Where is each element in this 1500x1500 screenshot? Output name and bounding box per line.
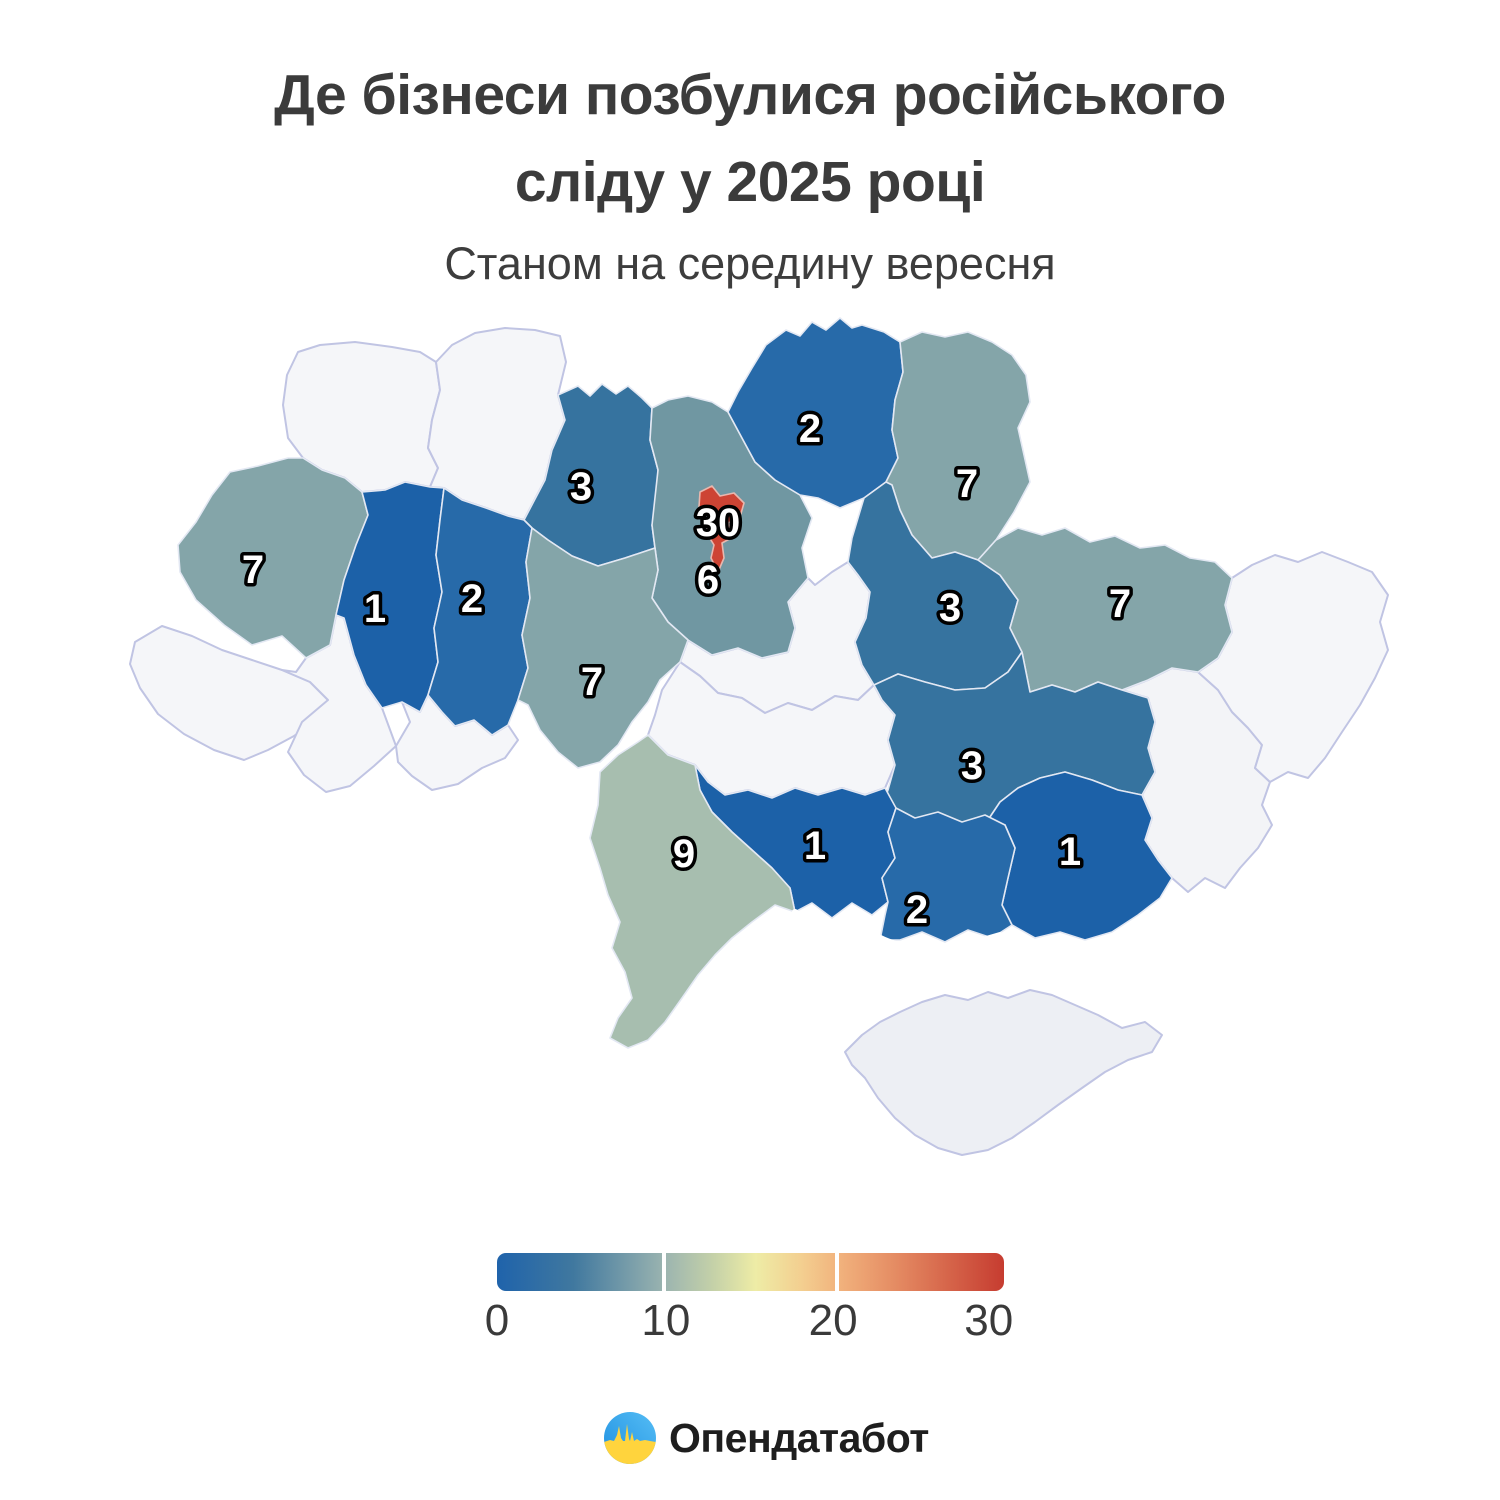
legend-divider-1 bbox=[834, 1253, 839, 1291]
legend-tick-20: 20 bbox=[808, 1296, 858, 1345]
region-value-label-zhytomyr: 3 bbox=[570, 465, 592, 509]
header: Де бізнеси позбулися російського сліду у… bbox=[0, 52, 1500, 294]
region-value-label-vinnytsia: 7 bbox=[581, 660, 603, 704]
region-value-label-kyiv-oblast: 6 bbox=[697, 558, 719, 602]
legend-tick-0: 0 bbox=[484, 1296, 510, 1345]
legend-divider-0 bbox=[662, 1253, 667, 1291]
region-value-label-kharkiv: 7 bbox=[1109, 582, 1131, 626]
region-value-label-khmelnytskyi: 2 bbox=[461, 577, 483, 621]
opendatabot-logo: Опендатабот bbox=[604, 1412, 929, 1464]
region-vinnytsia bbox=[517, 527, 689, 769]
region-luhansk bbox=[1197, 551, 1389, 783]
region-value-label-sumy: 7 bbox=[956, 462, 978, 506]
region-khmelnytskyi bbox=[427, 487, 533, 736]
region-value-label-kherson: 2 bbox=[906, 888, 928, 932]
estuary-line-0 bbox=[792, 909, 879, 943]
region-value-label-dnipropetrovsk: 3 bbox=[961, 744, 983, 788]
map-regions-layer bbox=[129, 317, 1389, 1156]
region-kharkiv bbox=[977, 527, 1233, 693]
region-ternopil bbox=[335, 481, 445, 713]
opendatabot-logo-icon bbox=[604, 1412, 656, 1464]
legend-tick-10: 10 bbox=[641, 1296, 691, 1345]
region-kherson bbox=[879, 807, 1016, 943]
legend-gradient-bar bbox=[497, 1253, 1004, 1291]
region-value-label-poltava: 3 bbox=[939, 586, 961, 630]
opendatabot-wordmark: Опендатабот bbox=[669, 1414, 929, 1461]
legend-tick-labels: 0 10 20 30 bbox=[485, 1296, 1014, 1346]
region-value-label-mykolaiv: 1 bbox=[804, 824, 826, 868]
region-value-label-zaporizhzhia: 1 bbox=[1059, 830, 1081, 874]
page-title-line2: сліду у 2025 році bbox=[514, 150, 986, 214]
region-lviv bbox=[177, 457, 369, 659]
region-value-label-lviv: 7 bbox=[242, 548, 264, 592]
region-value-label-chernihiv: 2 bbox=[799, 407, 821, 451]
region-kyiv-city bbox=[698, 485, 745, 573]
logo-yellow-pulse bbox=[604, 1424, 656, 1464]
legend-colorbar bbox=[497, 1253, 1004, 1291]
region-value-label-kyiv-city: 30 bbox=[696, 501, 741, 545]
region-value-label-odesa: 9 bbox=[673, 832, 695, 876]
region-value-label-ternopil: 1 bbox=[364, 587, 386, 631]
region-odesa bbox=[589, 734, 796, 1049]
page-subtitle: Станом на середину вересня bbox=[444, 238, 1056, 289]
region-crimea bbox=[844, 989, 1163, 1156]
legend-tick-30: 30 bbox=[964, 1296, 1014, 1345]
page-title-line1: Де бізнеси позбулися російського bbox=[274, 63, 1226, 127]
map-estuaries-layer bbox=[792, 909, 1004, 954]
estuary-line-1 bbox=[874, 932, 1004, 954]
